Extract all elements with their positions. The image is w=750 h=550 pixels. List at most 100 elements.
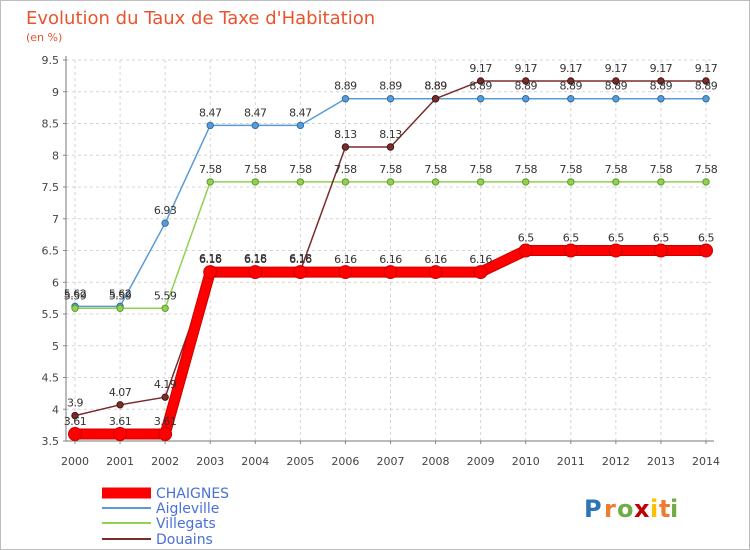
data-label-douains: 9.17 — [560, 62, 583, 75]
data-point-villegats — [386, 178, 395, 186]
logo-letter: x — [634, 495, 650, 523]
data-label-villegats: 7.58 — [469, 163, 492, 176]
data-label-aigleville: 8.89 — [514, 80, 537, 93]
data-label-villegats: 5.59 — [64, 289, 87, 302]
data-point-chaignes — [563, 243, 578, 258]
data-label-douains: 8.13 — [334, 128, 357, 141]
data-label-chaignes: 6.16 — [199, 253, 222, 266]
data-point-villegats — [296, 178, 305, 186]
data-label-chaignes: 6.16 — [244, 253, 267, 266]
data-label-aigleville: 8.47 — [244, 106, 267, 119]
x-tick-label: 2008 — [422, 455, 450, 468]
data-label-aigleville: 8.89 — [605, 80, 628, 93]
data-label-villegats: 7.58 — [379, 163, 402, 176]
y-tick-label: 7 — [52, 213, 59, 226]
data-label-chaignes: 6.16 — [334, 253, 357, 266]
data-label-chaignes: 6.16 — [469, 253, 492, 266]
data-point-douains — [612, 77, 620, 85]
data-point-aigleville — [522, 95, 530, 103]
y-tick-label: 3.5 — [42, 435, 60, 448]
y-tick-label: 9 — [52, 86, 59, 99]
data-point-villegats — [71, 304, 79, 312]
data-point-aigleville — [386, 95, 395, 103]
chart-title: Evolution du Taux de Taxe d'Habitation — [26, 8, 375, 29]
data-label-villegats: 7.58 — [424, 163, 447, 176]
data-point-chaignes — [338, 265, 353, 280]
data-label-chaignes: 3.61 — [64, 415, 87, 428]
data-label-chaignes: 6.16 — [424, 253, 447, 266]
data-label-aigleville: 8.89 — [424, 80, 447, 93]
data-point-chaignes — [653, 243, 668, 258]
data-label-chaignes: 6.16 — [379, 253, 402, 266]
logo-letter: r — [604, 495, 616, 523]
data-label-aigleville: 8.89 — [469, 80, 492, 93]
data-point-chaignes — [699, 243, 713, 258]
data-point-chaignes — [68, 427, 82, 442]
y-tick-label: 6 — [52, 276, 59, 289]
data-point-chaignes — [113, 427, 128, 442]
legend-label-douains: Douains — [156, 532, 213, 548]
data-label-douains: 6.18 — [199, 252, 222, 265]
data-labels: 3.61 3.61 3.61 6.16 6.16 6.16 6.16 6.16 6.16 6.16… — [64, 62, 718, 428]
data-point-villegats — [657, 178, 665, 186]
series-lines — [68, 77, 713, 442]
data-point-aigleville — [476, 95, 485, 103]
data-label-aigleville: 5.62 — [109, 287, 132, 300]
legend-label-aigleville: Aigleville — [156, 501, 219, 517]
legend-label-chaignes: CHAIGNES — [156, 486, 229, 502]
data-point-douains — [431, 95, 440, 103]
data-label-aigleville: 8.89 — [560, 80, 583, 93]
legend-label-villegats: Villegats — [156, 516, 216, 532]
data-point-villegats — [206, 178, 214, 186]
data-point-chaignes — [608, 243, 623, 258]
data-label-villegats: 5.59 — [154, 289, 177, 302]
data-label-aigleville: 8.89 — [379, 80, 402, 93]
data-label-villegats: 7.58 — [199, 163, 222, 176]
data-point-villegats — [431, 178, 440, 186]
data-point-chaignes — [428, 265, 443, 280]
x-tick-label: 2006 — [331, 455, 359, 468]
data-point-aigleville — [206, 121, 214, 130]
data-label-villegats: 7.58 — [605, 163, 628, 176]
x-tick-label: 2011 — [557, 455, 585, 468]
data-point-douains — [522, 77, 530, 85]
data-label-chaignes: 6.5 — [698, 232, 714, 245]
data-label-chaignes: 6.5 — [608, 232, 624, 245]
data-label-aigleville: 5.62 — [64, 287, 87, 300]
x-tick-label: 2004 — [241, 455, 269, 468]
data-point-villegats — [161, 304, 169, 312]
data-point-aigleville — [612, 95, 620, 103]
data-label-villegats: 7.58 — [244, 163, 267, 176]
x-tick-label: 2014 — [692, 455, 720, 468]
data-point-douains — [476, 77, 485, 85]
data-label-villegats: 7.58 — [334, 163, 357, 176]
data-label-aigleville: 8.89 — [334, 80, 357, 93]
x-tick-label: 2001 — [106, 455, 134, 468]
data-point-douains — [702, 77, 710, 85]
data-point-villegats — [116, 304, 124, 312]
data-label-chaignes: 6.5 — [563, 232, 579, 245]
y-tick-label: 4 — [52, 403, 59, 416]
data-label-douains: 9.17 — [469, 62, 492, 75]
y-tick-label: 8.5 — [42, 118, 60, 131]
data-point-villegats — [612, 178, 620, 186]
logo-letter: t — [659, 495, 670, 523]
data-label-douains: 9.17 — [650, 62, 673, 75]
x-tick-label: 2013 — [647, 455, 675, 468]
x-tick-label: 2000 — [61, 455, 89, 468]
x-tick-label: 2002 — [151, 455, 179, 468]
data-point-douains — [161, 393, 169, 401]
data-point-villegats — [702, 178, 710, 186]
data-point-chaignes — [473, 265, 488, 280]
data-label-douains: 4.07 — [109, 386, 132, 399]
y-tick-label: 7.5 — [42, 181, 60, 194]
data-label-douains: 9.17 — [605, 62, 628, 75]
x-tick-label: 2009 — [467, 455, 495, 468]
data-label-chaignes: 6.16 — [289, 253, 312, 266]
y-tick-label: 8 — [52, 149, 59, 162]
data-point-chaignes — [518, 243, 533, 258]
data-label-douains: 9.17 — [514, 62, 537, 75]
data-label-douains: 8.89 — [424, 80, 447, 93]
